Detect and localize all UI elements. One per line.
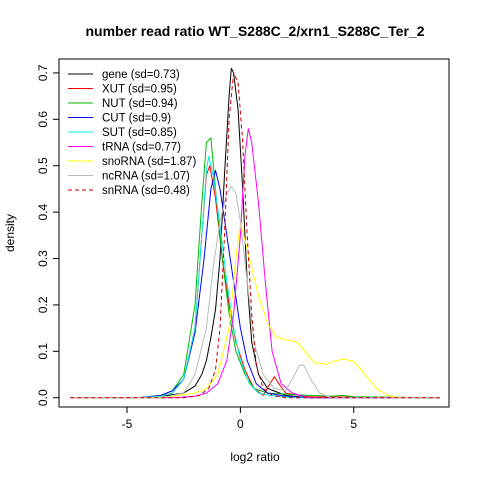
legend-label-2: NUT (sd=0.94) [102, 98, 178, 110]
y-tick-label-6: 0.6 [36, 111, 50, 128]
series-line-4 [70, 155, 440, 399]
series-line-3 [70, 169, 440, 399]
legend-label-0: gene (sd=0.73) [102, 69, 180, 81]
legend-label-6: snoRNA (sd=1.87) [102, 156, 196, 168]
series-line-8 [70, 72, 440, 399]
legend-label-8: snRNA (sd=0.48) [102, 185, 190, 197]
y-tick-label-5: 0.5 [36, 157, 50, 174]
chart-title: number read ratio WT_S288C_2/xrn1_S288C_… [85, 23, 424, 39]
plot-frame [58, 58, 450, 408]
y-tick-label-2: 0.2 [36, 296, 50, 313]
x-tick-label-2: 5 [350, 417, 357, 431]
y-tick-label-1: 0.1 [36, 343, 50, 360]
y-tick-label-3: 0.3 [36, 250, 50, 267]
legend: gene (sd=0.73) XUT (sd=0.95) NUT (sd=0.94)… [68, 69, 196, 197]
series-line-7 [70, 186, 440, 399]
x-tick-label-1: 0 [237, 417, 244, 431]
series-line-6 [70, 220, 440, 399]
y-tick-label-0: 0.0 [36, 389, 50, 406]
y-tick-label-7: 0.7 [36, 64, 50, 81]
legend-label-5: tRNA (sd=0.77) [102, 142, 181, 154]
x-axis-label: log2 ratio [230, 450, 280, 464]
y-axis-label: density [3, 214, 17, 252]
x-tick-label-0: -5 [122, 417, 133, 431]
legend-label-3: CUT (sd=0.9) [102, 113, 171, 125]
legend-label-7: ncRNA (sd=1.07) [102, 171, 190, 183]
series-layer [70, 67, 440, 399]
y-tick-label-4: 0.4 [36, 203, 50, 220]
series-line-0 [70, 67, 440, 399]
legend-label-1: XUT (sd=0.95) [102, 84, 177, 96]
axis-ticks: -5 0 5 0.0 0.1 0.2 0.3 0.4 0.5 0.6 0.7 [36, 64, 357, 431]
legend-label-4: SUT (sd=0.85) [102, 127, 177, 139]
series-line-5 [70, 128, 440, 399]
series-line-2 [70, 137, 440, 399]
